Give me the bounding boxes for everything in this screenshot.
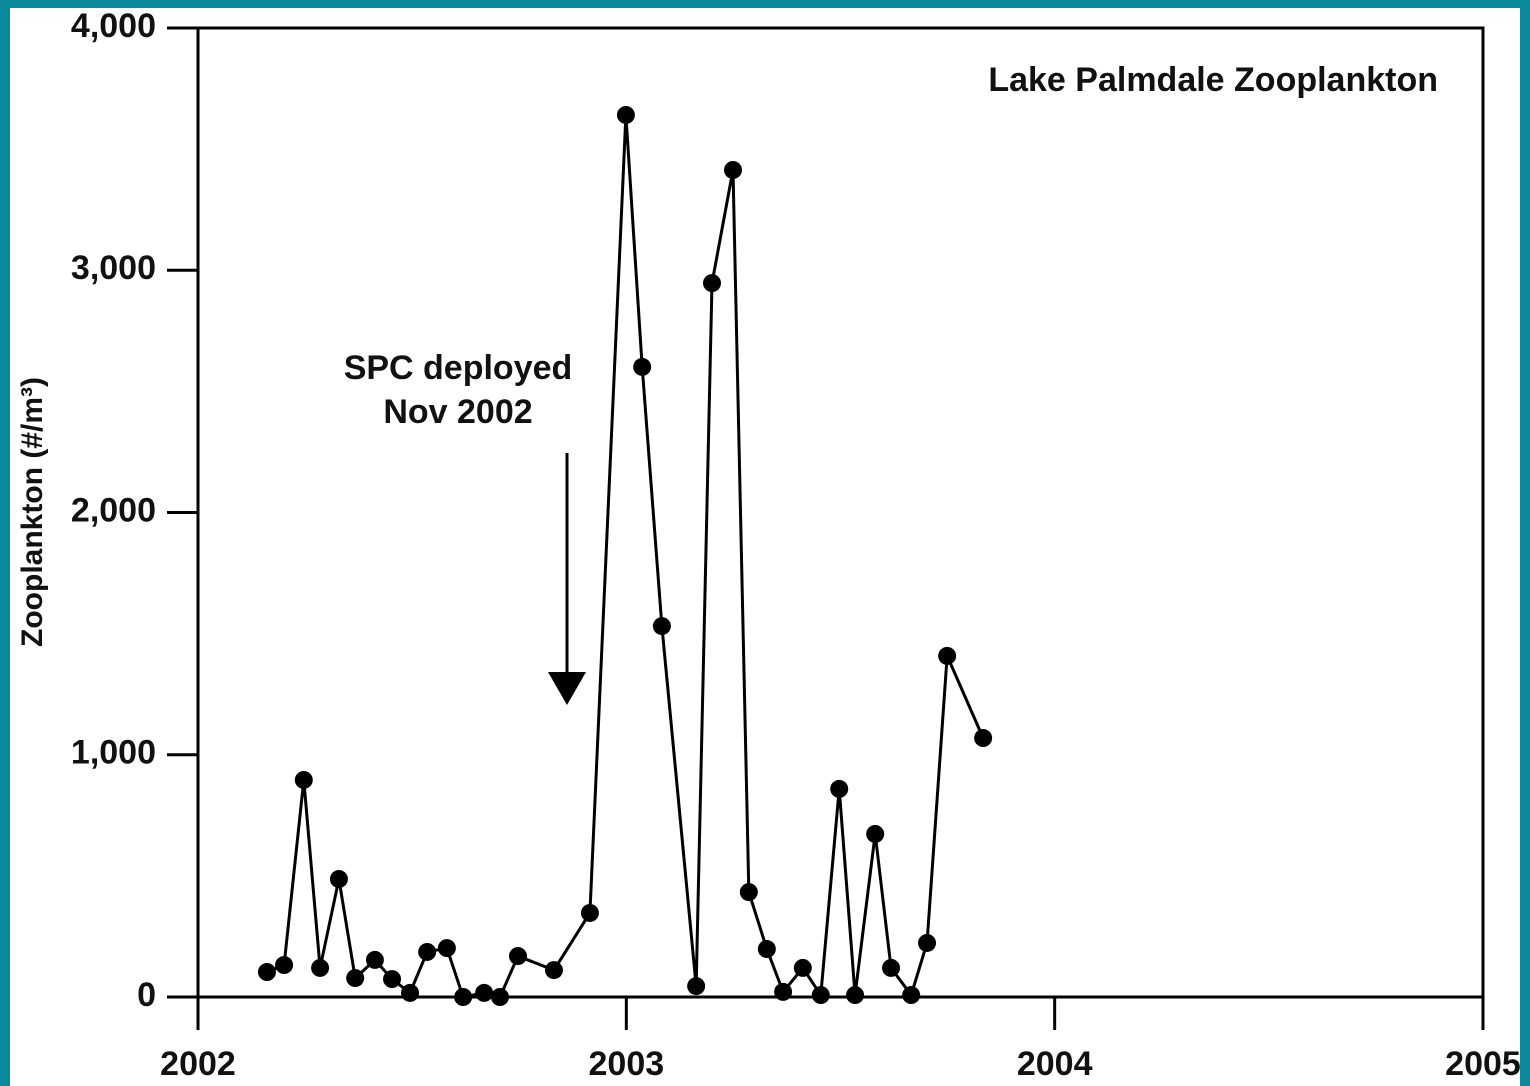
- data-point: [866, 824, 885, 843]
- background: [10, 8, 1520, 1086]
- data-point: [454, 988, 473, 1006]
- data-point: [275, 956, 294, 975]
- data-point: [329, 870, 348, 889]
- plot-frame: [196, 26, 1485, 1030]
- y-tick-label: 3,000: [71, 249, 156, 287]
- y-axis-label: Zooplankton (#/m³): [16, 377, 49, 647]
- data-point: [723, 160, 742, 179]
- data-point: [633, 357, 652, 376]
- data-point: [774, 982, 793, 1001]
- data-point: [703, 274, 721, 293]
- y-tick-label: 0: [137, 976, 156, 1014]
- data-point: [902, 986, 921, 1005]
- data-point: [508, 947, 527, 966]
- data-point: [918, 933, 937, 952]
- data-point: [365, 950, 384, 969]
- data-point: [846, 986, 865, 1005]
- data-point: [830, 779, 849, 798]
- annotation: SPC deployed: [344, 349, 573, 387]
- data-point: [257, 963, 276, 982]
- data-point: [811, 986, 830, 1005]
- data-point: [793, 958, 812, 977]
- data-point: [938, 646, 957, 665]
- data-point: [475, 983, 494, 1002]
- annotation: Nov 2002: [383, 393, 532, 431]
- data-point: [383, 970, 402, 989]
- x-tick-label: 2005: [1445, 1045, 1521, 1083]
- y-tick-label: 4,000: [71, 7, 156, 45]
- data-point: [882, 958, 901, 977]
- data-point: [544, 961, 563, 980]
- data-point: [974, 729, 993, 748]
- y-tick-label: 1,000: [71, 734, 156, 772]
- data-point: [294, 770, 313, 789]
- data-point: [418, 942, 437, 961]
- data-point: [739, 883, 758, 902]
- data-point: [616, 105, 635, 124]
- x-tick-label: 2004: [1017, 1045, 1093, 1083]
- data-point: [757, 940, 776, 959]
- y-tick-label: 2,000: [71, 491, 156, 529]
- data-point: [437, 939, 456, 958]
- x-tick-label: 2003: [589, 1045, 665, 1083]
- data-point: [490, 988, 509, 1006]
- data-point: [687, 977, 706, 996]
- data-point: [652, 617, 671, 636]
- chart-title: Lake Palmdale Zooplankton: [988, 61, 1438, 99]
- data-point: [401, 983, 420, 1002]
- data-point: [346, 969, 365, 988]
- data-point: [311, 958, 330, 977]
- x-tick-label: 2002: [160, 1045, 236, 1083]
- arrow-head: [548, 672, 586, 705]
- data-point: [580, 903, 599, 922]
